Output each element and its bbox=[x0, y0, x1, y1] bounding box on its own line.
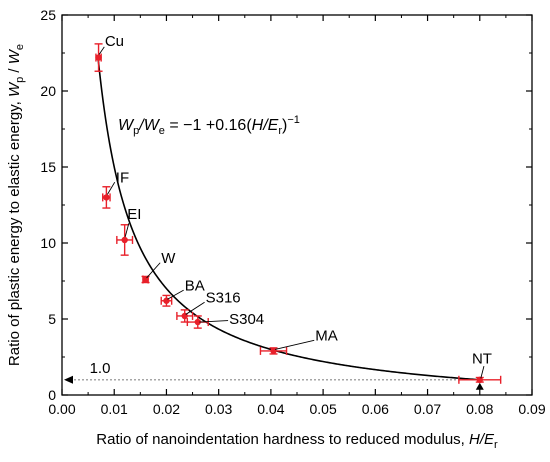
label-text: S316 bbox=[206, 290, 241, 307]
x-tick-label: 0.05 bbox=[309, 401, 336, 417]
data-point-w bbox=[141, 275, 150, 284]
x-tick-label: 0.00 bbox=[48, 401, 75, 417]
label-leader-line bbox=[199, 320, 229, 323]
x-tick-label: 0.07 bbox=[414, 401, 441, 417]
label-leader-line bbox=[185, 301, 205, 315]
y-tick-label: 0 bbox=[48, 387, 56, 403]
point-marker bbox=[103, 194, 110, 201]
label-leader-line bbox=[480, 366, 485, 379]
y-tick-label: 20 bbox=[40, 83, 56, 99]
x-tick-label: 0.08 bbox=[466, 401, 493, 417]
fit-curve bbox=[97, 57, 483, 381]
point-label-w: W bbox=[146, 250, 176, 279]
points-layer bbox=[94, 43, 502, 384]
data-point-nt bbox=[458, 375, 502, 384]
label-text: BA bbox=[185, 278, 205, 295]
data-point-if bbox=[102, 186, 111, 209]
label-leader-line bbox=[274, 339, 315, 350]
label-text: MA bbox=[315, 328, 338, 345]
data-point-cu bbox=[94, 43, 103, 72]
point-marker bbox=[95, 54, 102, 61]
label-leader-line bbox=[124, 223, 130, 238]
label-text: NT bbox=[472, 351, 492, 368]
label-text: Cu bbox=[105, 33, 124, 50]
point-marker bbox=[270, 347, 277, 355]
y-tick-label: 5 bbox=[48, 311, 56, 327]
point-label-ma: MA bbox=[274, 328, 338, 350]
point-marker bbox=[194, 318, 201, 326]
label-text: W bbox=[161, 250, 176, 267]
x-axis-title: Ratio of nanoindentation hardness to red… bbox=[96, 431, 498, 451]
x-tick-label: 0.04 bbox=[257, 401, 284, 417]
point-label-ei: EI bbox=[124, 206, 141, 238]
point-label-if: IF bbox=[107, 170, 129, 195]
x-tick-label: 0.01 bbox=[101, 401, 128, 417]
data-point-ma bbox=[259, 346, 288, 355]
point-label-s316: S316 bbox=[185, 290, 241, 315]
label-leader-line bbox=[107, 181, 116, 195]
y-tick-label: 10 bbox=[40, 235, 56, 251]
reference-layer: 1.0 bbox=[64, 360, 484, 390]
reference-line-label: 1.0 bbox=[90, 360, 111, 377]
point-label-ba: BA bbox=[167, 278, 205, 300]
data-point-ba bbox=[160, 294, 173, 307]
label-leader-line bbox=[98, 46, 105, 55]
reference-marker-triangle bbox=[475, 382, 484, 390]
point-label-cu: Cu bbox=[98, 33, 124, 55]
plot-frame bbox=[61, 14, 533, 396]
x-tick-label: 0.09 bbox=[518, 401, 545, 417]
label-text: IF bbox=[116, 170, 129, 187]
label-leader-line bbox=[167, 289, 184, 300]
x-tick-label: 0.06 bbox=[362, 401, 389, 417]
point-label-s304: S304 bbox=[199, 311, 264, 328]
label-leader-line bbox=[146, 262, 161, 279]
x-tick-label: 0.03 bbox=[205, 401, 232, 417]
label-text: S304 bbox=[229, 311, 264, 328]
point-label-nt: NT bbox=[472, 351, 492, 379]
data-point-ei bbox=[116, 224, 134, 256]
point-marker bbox=[121, 236, 128, 244]
curve-layer bbox=[97, 57, 483, 381]
equation-annotation: Wp/We = −1 +0.16(H/Er)−1 bbox=[118, 114, 300, 137]
y-axis-title: Ratio of plastic energy to elastic energ… bbox=[6, 44, 26, 366]
x-tick-label: 0.02 bbox=[153, 401, 180, 417]
point-marker bbox=[476, 376, 483, 383]
y-tick-label: 15 bbox=[40, 159, 56, 175]
reference-arrow-head bbox=[64, 375, 73, 384]
ticks-layer: 0.00 0.01 0.02 0.03 0.04 0.05 0.06 0.07 0.08 0.09… bbox=[40, 7, 545, 417]
y-tick-label: 25 bbox=[40, 7, 56, 23]
label-text: EI bbox=[127, 206, 141, 223]
